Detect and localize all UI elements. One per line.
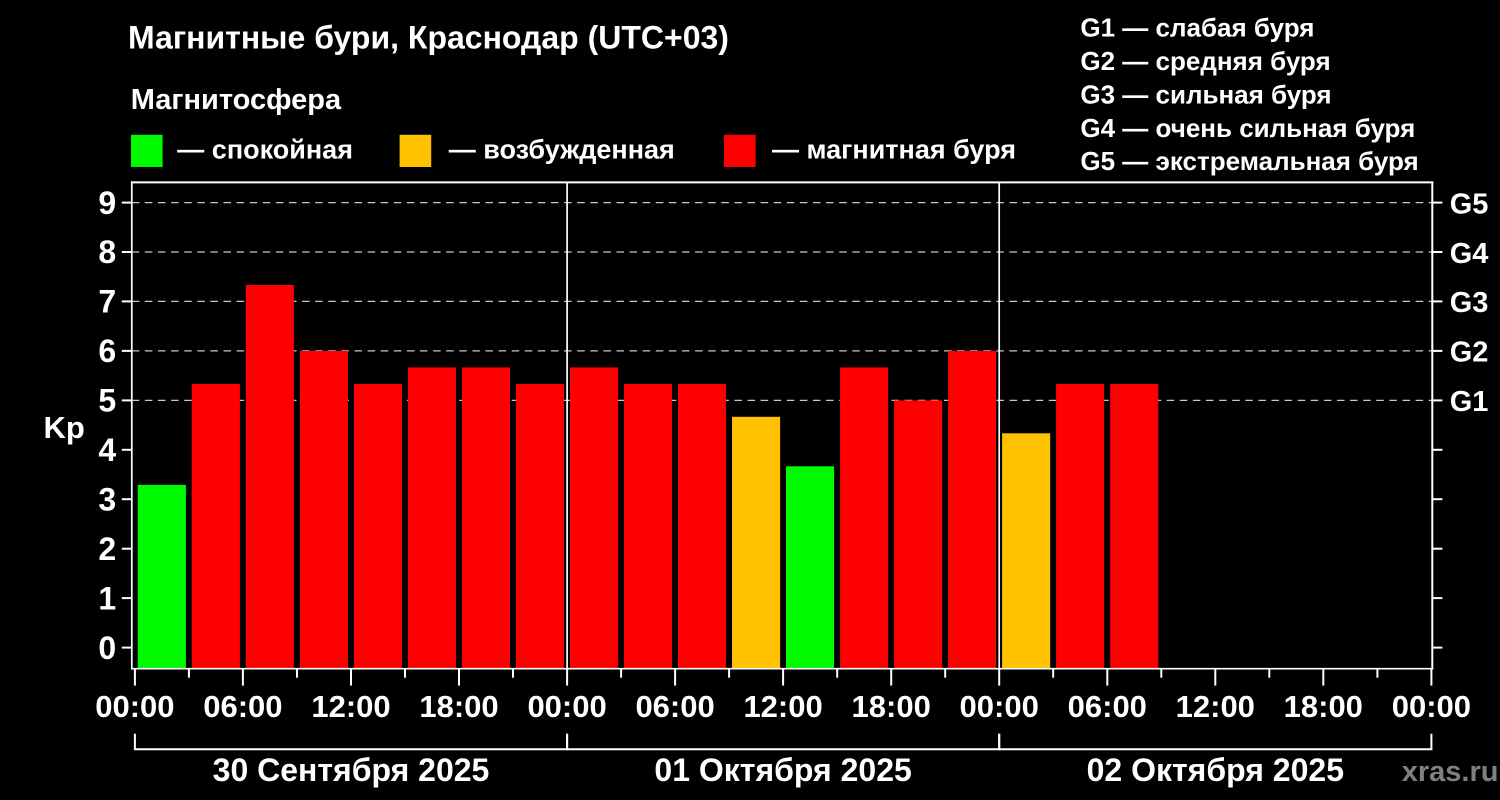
svg-text:2: 2 <box>98 531 116 567</box>
svg-text:6: 6 <box>98 333 116 369</box>
svg-text:4: 4 <box>98 432 116 468</box>
svg-text:— возбужденная: — возбужденная <box>449 134 675 164</box>
svg-text:06:00: 06:00 <box>635 689 714 724</box>
svg-text:06:00: 06:00 <box>203 689 282 724</box>
svg-text:xras.ru: xras.ru <box>1402 756 1499 788</box>
svg-text:12:00: 12:00 <box>1176 689 1255 724</box>
svg-text:00:00: 00:00 <box>95 689 174 724</box>
svg-text:G5: G5 <box>1450 188 1489 220</box>
svg-text:18:00: 18:00 <box>1284 689 1363 724</box>
svg-text:G2: G2 <box>1450 337 1489 369</box>
svg-text:Магнитные бури, Краснодар (UTC: Магнитные бури, Краснодар (UTC+03) <box>128 19 729 55</box>
svg-text:Магнитосфера: Магнитосфера <box>131 84 342 116</box>
svg-text:00:00: 00:00 <box>527 689 606 724</box>
svg-text:8: 8 <box>98 234 116 270</box>
svg-text:18:00: 18:00 <box>419 689 498 724</box>
svg-text:02 Октября 2025: 02 Октября 2025 <box>1087 752 1344 788</box>
svg-text:G2 — средняя буря: G2 — средняя буря <box>1080 46 1330 76</box>
svg-text:7: 7 <box>98 284 116 320</box>
svg-text:G1: G1 <box>1450 386 1489 418</box>
svg-text:18:00: 18:00 <box>852 689 931 724</box>
svg-text:G4: G4 <box>1450 238 1489 270</box>
svg-text:G1 — слабая буря: G1 — слабая буря <box>1080 13 1314 43</box>
svg-text:G3: G3 <box>1450 287 1489 319</box>
svg-text:— спокойная: — спокойная <box>177 134 353 164</box>
svg-text:1: 1 <box>98 580 116 616</box>
svg-text:— магнитная буря: — магнитная буря <box>772 134 1016 164</box>
svg-text:G4 — очень сильная буря: G4 — очень сильная буря <box>1080 113 1415 143</box>
svg-text:12:00: 12:00 <box>311 689 390 724</box>
svg-text:00:00: 00:00 <box>960 689 1039 724</box>
svg-text:0: 0 <box>98 630 116 666</box>
svg-text:12:00: 12:00 <box>743 689 822 724</box>
svg-text:G5 — экстремальная буря: G5 — экстремальная буря <box>1080 146 1418 176</box>
svg-text:Kp: Kp <box>44 410 85 445</box>
svg-text:5: 5 <box>98 383 116 419</box>
svg-text:00:00: 00:00 <box>1392 689 1471 724</box>
svg-text:9: 9 <box>98 185 116 221</box>
svg-text:3: 3 <box>98 481 116 517</box>
svg-text:06:00: 06:00 <box>1068 689 1147 724</box>
svg-text:30 Сентября 2025: 30 Сентября 2025 <box>213 752 490 788</box>
svg-text:G3 — сильная буря: G3 — сильная буря <box>1080 79 1331 109</box>
svg-text:01 Октября 2025: 01 Октября 2025 <box>654 752 911 788</box>
